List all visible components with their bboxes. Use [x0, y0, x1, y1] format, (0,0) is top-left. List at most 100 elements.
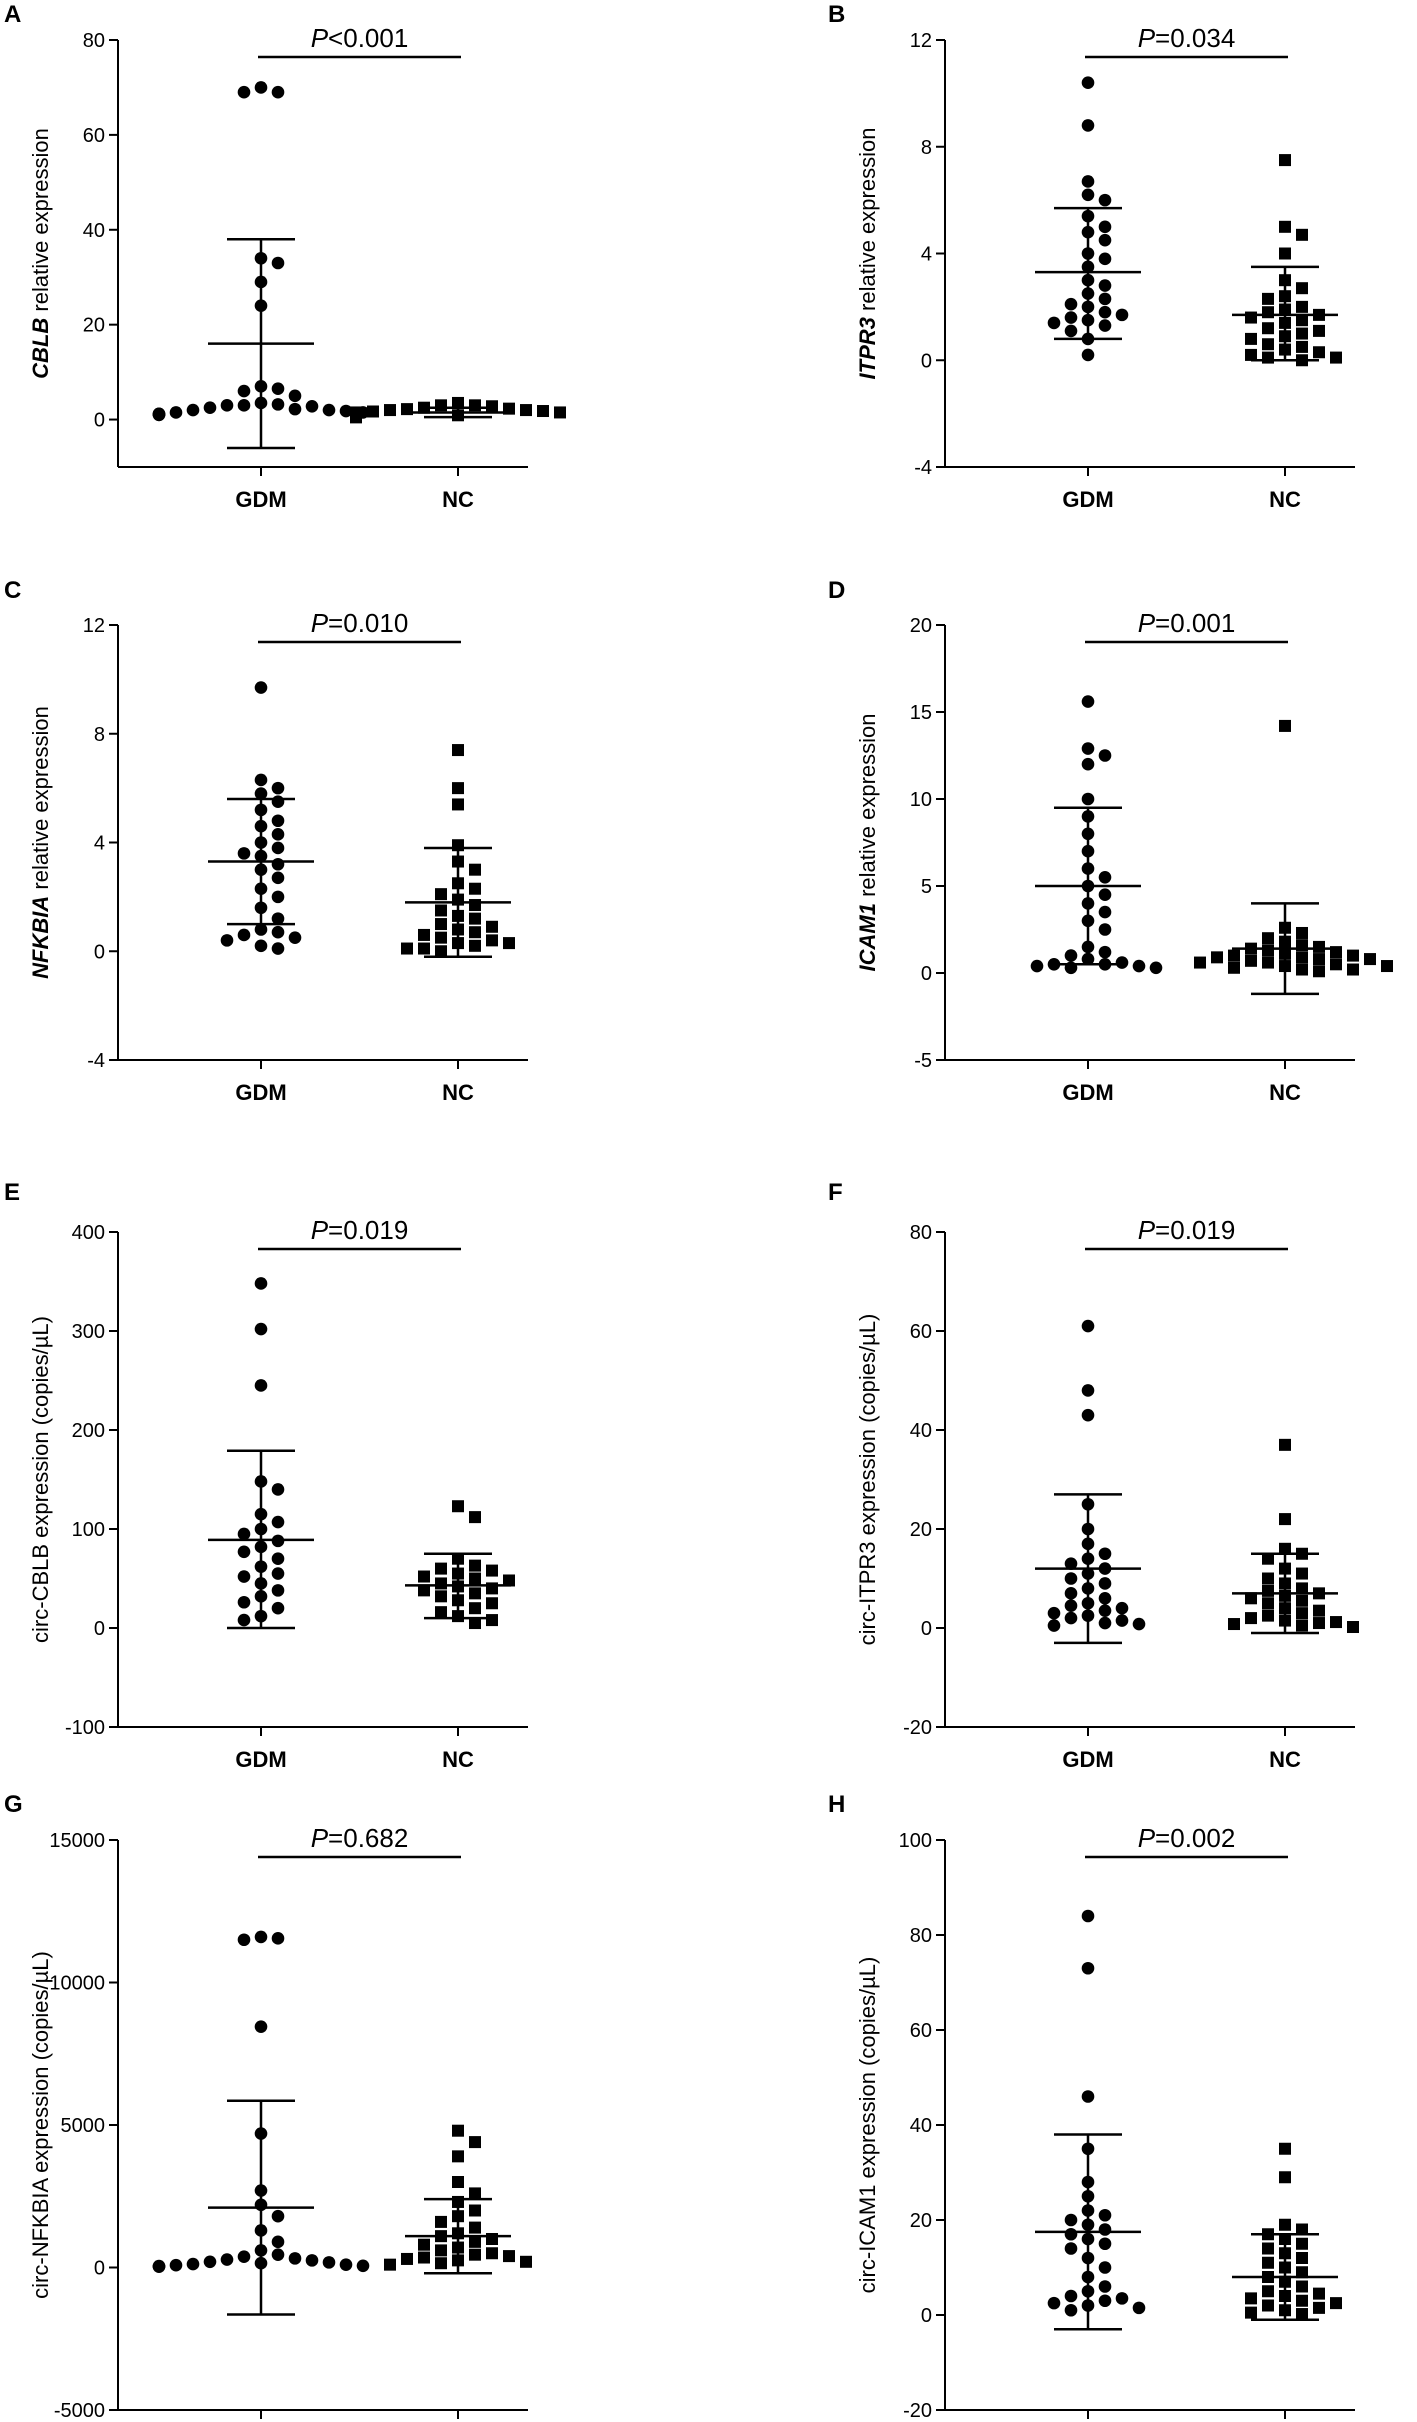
data-point [469, 2204, 481, 2217]
data-point [271, 781, 285, 795]
data-point [271, 2248, 285, 2261]
data-point [237, 1545, 251, 1559]
data-point [1115, 2292, 1129, 2305]
data-point [469, 1602, 481, 1615]
data-point [435, 399, 447, 412]
p-value-symbol: P [311, 23, 329, 53]
data-point [1296, 2237, 1308, 2250]
data-point [1296, 314, 1308, 327]
data-point [520, 2255, 532, 2268]
data-point [1081, 76, 1095, 89]
data-point [435, 945, 447, 958]
data-point [418, 1570, 430, 1583]
data-point [1064, 2303, 1078, 2317]
data-point [435, 1562, 447, 1575]
data-point [271, 828, 285, 841]
data-point [469, 939, 481, 952]
data-point [271, 942, 285, 955]
data-point [1064, 2242, 1078, 2255]
y-tick-label: 80 [910, 1925, 932, 1947]
y-axis-label: circ-ITPR3 expression (copies/µL) [855, 1314, 880, 1646]
data-point [237, 399, 251, 412]
y-tick-label: 5000 [61, 2115, 106, 2137]
data-point [220, 399, 234, 412]
data-point [1064, 1557, 1078, 1570]
data-point [1081, 1909, 1095, 1923]
data-point [452, 396, 464, 409]
y-tick-label: 4 [94, 833, 105, 855]
data-point [271, 85, 285, 99]
data-point [1098, 220, 1112, 234]
data-point [486, 2233, 498, 2245]
series-nc [1232, 154, 1342, 367]
data-point [1279, 154, 1291, 167]
data-point [1364, 953, 1376, 966]
data-point [469, 1587, 481, 1600]
x-category-label: GDM [235, 1747, 286, 1772]
panel-h: H -20 0 20 40 60 80 100 circ-ICAM1 expression (c… [828, 1791, 1355, 2422]
data-point [1262, 338, 1274, 351]
data-point [1262, 292, 1274, 305]
y-tick-label: 20 [83, 315, 105, 337]
data-point [254, 2020, 268, 2033]
data-point [288, 931, 302, 944]
data-point [435, 2215, 447, 2228]
data-point [554, 406, 566, 419]
y-axis-label-text: circ-ICAM1 expression (copies/µL) [855, 1957, 880, 2294]
data-point [401, 2252, 413, 2265]
y-axis-label-text: circ-ITPR3 expression (copies/µL) [855, 1314, 880, 1646]
data-point [1313, 953, 1325, 966]
data-point [237, 1527, 251, 1541]
y-tick-label: 15 [910, 702, 932, 724]
data-point [1098, 292, 1112, 306]
y-tick-label: 0 [921, 963, 932, 985]
data-point [254, 939, 268, 953]
data-point [322, 403, 336, 417]
data-point [1296, 2252, 1308, 2264]
data-point [1262, 1609, 1274, 1622]
data-point [1047, 2296, 1061, 2310]
data-point [520, 404, 532, 417]
data-point [288, 2252, 302, 2265]
data-point [339, 404, 353, 418]
x-category-label: NC [1269, 1080, 1301, 1105]
data-point [271, 795, 285, 809]
data-point [322, 2256, 336, 2269]
y-axis-label: circ-ICAM1 expression (copies/µL) [855, 1957, 880, 2294]
data-point [1081, 742, 1095, 755]
data-point [1081, 2090, 1095, 2103]
y-axis-gene: ICAM1 [855, 903, 880, 971]
data-point [1245, 2306, 1257, 2319]
y-tick-label: 15000 [49, 1830, 105, 1852]
data-point [1081, 175, 1095, 188]
data-point [1262, 306, 1274, 319]
data-point [1381, 960, 1393, 973]
p-value-text: =0.019 [1155, 1215, 1235, 1245]
y-tick-label: 0 [94, 410, 105, 432]
data-point [237, 1570, 251, 1583]
series-gdm [152, 81, 370, 450]
data-point [503, 1574, 515, 1587]
x-category-label: GDM [1062, 1080, 1113, 1105]
data-point [271, 256, 285, 270]
y-tick-label: 12 [83, 615, 105, 637]
data-point [1245, 954, 1257, 967]
data-point [271, 1584, 285, 1597]
data-point [1313, 324, 1325, 337]
data-point [1098, 193, 1112, 207]
data-point [1296, 327, 1308, 340]
data-point [1098, 888, 1112, 901]
series-nc [401, 744, 515, 958]
y-tick-label: 100 [899, 1830, 932, 1852]
y-axis-gene: NFKBIA [28, 896, 53, 979]
x-category-label: GDM [1062, 1747, 1113, 1772]
data-point [254, 1930, 268, 1944]
data-point [271, 2209, 285, 2223]
data-point [1098, 1616, 1112, 1630]
y-axis-label: ITPR3 relative expression [855, 128, 880, 380]
data-point [418, 942, 430, 955]
data-point [1262, 2285, 1274, 2298]
data-point [1296, 2223, 1308, 2236]
data-point [1047, 1619, 1061, 1632]
data-point [1081, 757, 1095, 771]
